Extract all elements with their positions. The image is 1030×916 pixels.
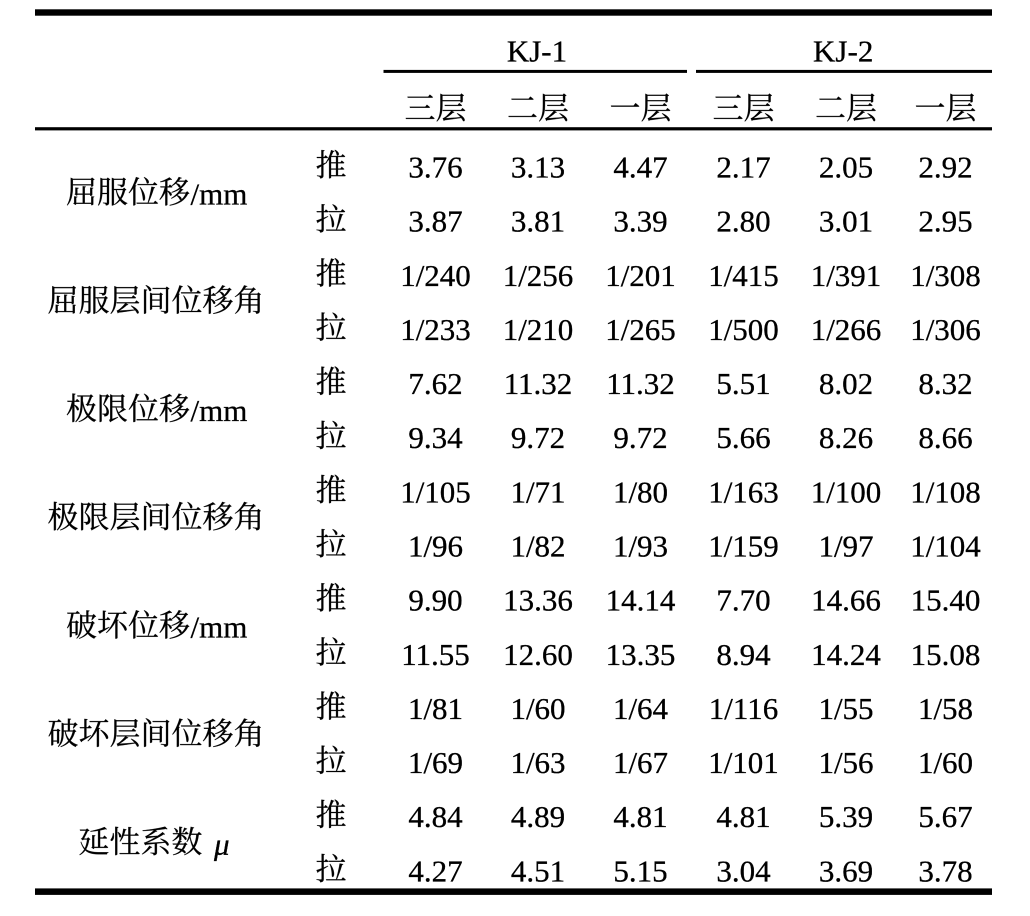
svg-text:7.70: 7.70: [716, 583, 770, 618]
svg-text:1/500: 1/500: [708, 312, 779, 347]
svg-text:1/415: 1/415: [708, 258, 779, 293]
svg-text:1/96: 1/96: [408, 528, 463, 563]
svg-text:1/67: 1/67: [613, 745, 668, 780]
svg-text:14.24: 14.24: [811, 637, 881, 672]
svg-text:14.66: 14.66: [811, 583, 881, 618]
svg-text:5.51: 5.51: [716, 366, 770, 401]
svg-text:5.15: 5.15: [613, 853, 667, 888]
svg-text:8.32: 8.32: [918, 366, 972, 401]
svg-text:9.34: 9.34: [408, 420, 463, 455]
svg-text:1/58: 1/58: [918, 691, 973, 726]
svg-text:11.55: 11.55: [401, 637, 470, 672]
svg-text:/mm: /mm: [191, 177, 248, 212]
svg-text:14.14: 14.14: [606, 583, 676, 618]
svg-text:1/105: 1/105: [400, 474, 471, 509]
svg-text:3.81: 3.81: [511, 204, 565, 239]
svg-text:11.32: 11.32: [504, 366, 573, 401]
svg-text:1/81: 1/81: [408, 691, 463, 726]
svg-text:8.66: 8.66: [918, 420, 972, 455]
svg-text:1/308: 1/308: [910, 258, 981, 293]
svg-text:1/64: 1/64: [613, 691, 669, 726]
svg-text:4.81: 4.81: [613, 799, 667, 834]
svg-text:5.66: 5.66: [716, 420, 770, 455]
svg-text:8.94: 8.94: [716, 637, 771, 672]
svg-text:4.89: 4.89: [511, 799, 565, 834]
svg-text:1/93: 1/93: [613, 528, 668, 563]
svg-text:1/163: 1/163: [708, 474, 779, 509]
svg-text:12.60: 12.60: [503, 637, 573, 672]
svg-text:13.36: 13.36: [503, 583, 573, 618]
svg-text:1/201: 1/201: [605, 258, 676, 293]
svg-text:13.35: 13.35: [606, 637, 676, 672]
svg-text:1/159: 1/159: [708, 528, 779, 563]
svg-text:5.67: 5.67: [918, 799, 972, 834]
svg-text:4.81: 4.81: [716, 799, 770, 834]
svg-text:2.05: 2.05: [819, 150, 873, 185]
svg-text:1/391: 1/391: [811, 258, 882, 293]
svg-text:8.02: 8.02: [819, 366, 873, 401]
svg-text:KJ-2: KJ-2: [813, 34, 873, 69]
svg-text:1/71: 1/71: [510, 474, 565, 509]
svg-text:1/56: 1/56: [818, 745, 873, 780]
svg-text:1/80: 1/80: [613, 474, 668, 509]
svg-text:3.69: 3.69: [819, 853, 873, 888]
svg-text:3.39: 3.39: [613, 204, 667, 239]
svg-text:9.90: 9.90: [408, 583, 462, 618]
svg-text:15.40: 15.40: [911, 583, 981, 618]
svg-text:1/69: 1/69: [408, 745, 463, 780]
svg-text:1/233: 1/233: [400, 312, 471, 347]
svg-text:7.62: 7.62: [408, 366, 462, 401]
svg-text:1/265: 1/265: [605, 312, 676, 347]
svg-text:2.92: 2.92: [918, 150, 972, 185]
svg-text:3.87: 3.87: [408, 204, 462, 239]
svg-text:1/55: 1/55: [818, 691, 873, 726]
svg-text:1/60: 1/60: [510, 691, 565, 726]
svg-text:5.39: 5.39: [819, 799, 873, 834]
svg-text:1/100: 1/100: [811, 474, 882, 509]
svg-text:1/306: 1/306: [910, 312, 981, 347]
svg-text:3.01: 3.01: [819, 204, 873, 239]
svg-text:KJ-1: KJ-1: [507, 34, 567, 69]
svg-text:μ: μ: [213, 826, 230, 861]
svg-text:1/210: 1/210: [503, 312, 574, 347]
svg-text:4.27: 4.27: [408, 853, 462, 888]
svg-text:1/266: 1/266: [811, 312, 882, 347]
svg-text:2.17: 2.17: [716, 150, 770, 185]
svg-text:4.84: 4.84: [408, 799, 463, 834]
svg-text:3.76: 3.76: [408, 150, 462, 185]
svg-text:1/116: 1/116: [709, 691, 778, 726]
svg-text:1/108: 1/108: [910, 474, 981, 509]
svg-text:1/104: 1/104: [910, 528, 981, 563]
svg-text:4.47: 4.47: [613, 150, 667, 185]
svg-text:3.13: 3.13: [511, 150, 565, 185]
svg-text:2.95: 2.95: [918, 204, 972, 239]
svg-text:3.04: 3.04: [716, 853, 771, 888]
svg-text:1/63: 1/63: [510, 745, 565, 780]
svg-text:1/97: 1/97: [818, 528, 873, 563]
svg-text:1/101: 1/101: [708, 745, 779, 780]
svg-text:4.51: 4.51: [511, 853, 565, 888]
svg-text:11.32: 11.32: [606, 366, 675, 401]
svg-text:/mm: /mm: [191, 393, 248, 428]
svg-text:/mm: /mm: [191, 610, 248, 645]
svg-text:2.80: 2.80: [716, 204, 770, 239]
svg-text:9.72: 9.72: [511, 420, 565, 455]
svg-text:9.72: 9.72: [613, 420, 667, 455]
svg-text:8.26: 8.26: [819, 420, 873, 455]
svg-text:1/82: 1/82: [510, 528, 565, 563]
svg-text:1/240: 1/240: [400, 258, 471, 293]
svg-text:1/256: 1/256: [503, 258, 574, 293]
svg-text:1/60: 1/60: [918, 745, 973, 780]
svg-text:3.78: 3.78: [918, 853, 972, 888]
svg-text:15.08: 15.08: [911, 637, 981, 672]
